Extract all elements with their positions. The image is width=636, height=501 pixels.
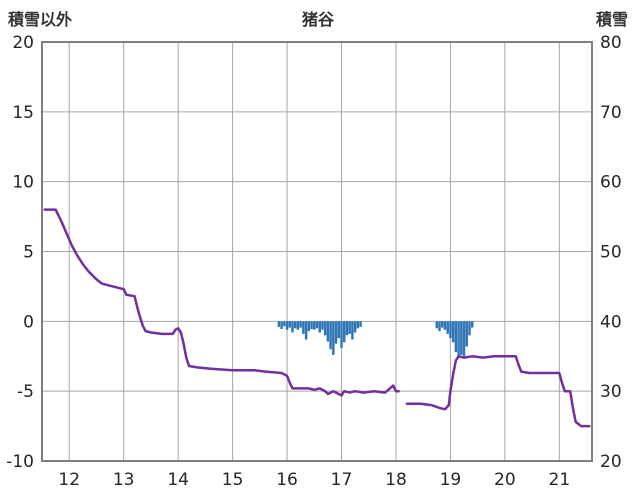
svg-text:30: 30 <box>600 382 622 402</box>
svg-text:60: 60 <box>600 173 622 193</box>
grid-lines <box>42 42 592 461</box>
svg-text:-5: -5 <box>17 382 34 402</box>
plot-border <box>41 41 593 462</box>
svg-text:21: 21 <box>549 470 571 490</box>
svg-text:17: 17 <box>331 470 353 490</box>
precipitation-bars <box>277 321 474 358</box>
svg-text:18: 18 <box>385 470 407 490</box>
svg-text:50: 50 <box>600 243 622 263</box>
svg-text:10: 10 <box>12 173 34 193</box>
svg-text:12: 12 <box>58 470 80 490</box>
svg-text:70: 70 <box>600 103 622 123</box>
svg-text:0: 0 <box>23 312 34 332</box>
svg-text:20: 20 <box>494 470 516 490</box>
svg-text:15: 15 <box>222 470 244 490</box>
left-axis-title: 積雪以外 <box>8 10 73 29</box>
temperature-line <box>43 208 591 428</box>
svg-text:14: 14 <box>167 470 189 490</box>
svg-text:15: 15 <box>12 103 34 123</box>
svg-text:-10: -10 <box>6 452 34 472</box>
svg-text:40: 40 <box>600 312 622 332</box>
chart-title: 猪谷 <box>301 10 334 29</box>
svg-text:80: 80 <box>600 33 622 53</box>
svg-text:5: 5 <box>23 243 34 263</box>
svg-text:16: 16 <box>276 470 298 490</box>
svg-text:19: 19 <box>440 470 462 490</box>
svg-text:20: 20 <box>600 452 622 472</box>
svg-text:13: 13 <box>113 470 135 490</box>
right-axis-title: 積雪 <box>595 10 628 29</box>
svg-text:20: 20 <box>12 33 34 53</box>
